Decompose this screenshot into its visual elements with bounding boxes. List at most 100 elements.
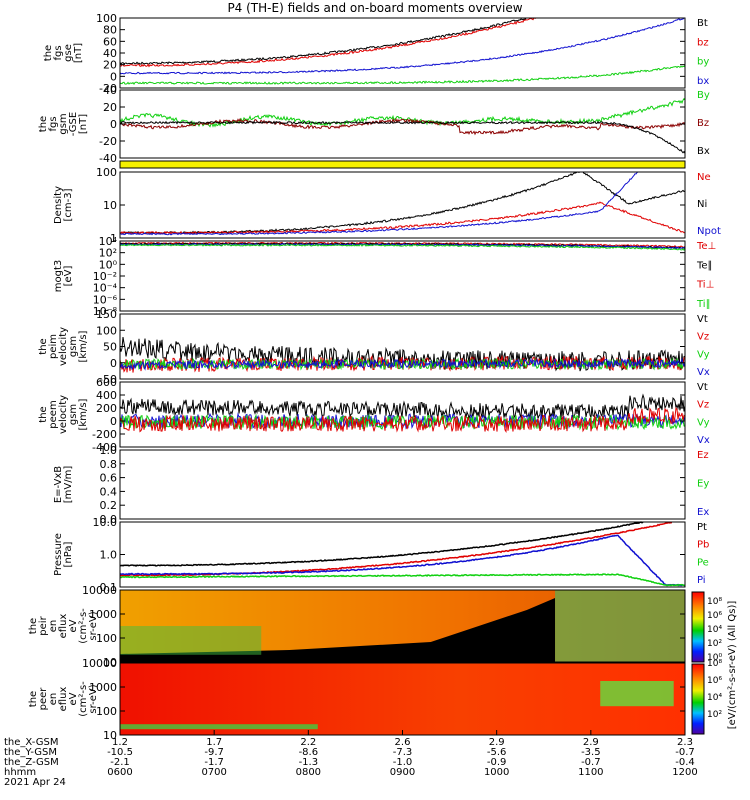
- legend-bt: Bt: [697, 18, 708, 29]
- y-axis-label: [nT]: [73, 43, 84, 63]
- y-axis-label: the: [38, 406, 49, 422]
- legend-vx: Vx: [697, 435, 710, 446]
- y-axis-label: eflux: [58, 687, 69, 712]
- y-tick-label: 40: [103, 47, 117, 60]
- y-tick-label: 10.0: [93, 516, 118, 529]
- x-row-label: the_X-GSM: [4, 737, 58, 748]
- y-axis-label: eflux: [58, 614, 69, 639]
- date-label: 2021 Apr 24: [4, 777, 66, 788]
- legend-pt: Pt: [697, 522, 707, 533]
- panel-frame: [119, 381, 686, 448]
- legend-vt: Vt: [697, 382, 708, 393]
- y-axis-label: velocity: [58, 395, 69, 434]
- x-tick-label: -10.5: [107, 747, 133, 758]
- y-tick-label: -40: [99, 152, 117, 165]
- ion-spectrogram-region: [555, 590, 685, 662]
- panel-frame: [119, 17, 686, 89]
- y-tick-label: 100: [96, 632, 117, 645]
- legend-pi: Pi: [697, 575, 706, 586]
- y-axis-label: [nT]: [78, 114, 89, 134]
- colorbar-tick: 10⁸: [707, 659, 722, 669]
- ni-line: [119, 171, 686, 235]
- y-axis-label: the: [38, 116, 49, 132]
- x-tick-label: -5.6: [487, 747, 507, 758]
- y-axis-label: mogt3: [53, 260, 64, 293]
- y-axis-label: sr-eV): [88, 611, 99, 640]
- x-tick-label: -7.3: [393, 747, 413, 758]
- colorbar-tick: 10⁴: [707, 625, 722, 635]
- y-tick-label: 10000: [82, 584, 117, 597]
- y-axis-label: sr-eV): [88, 684, 99, 713]
- legend-te⊥: Te⊥: [696, 241, 716, 252]
- npot-line: [119, 171, 685, 236]
- colorbar-ions: [691, 591, 705, 663]
- x-tick-label: 2.9: [583, 737, 599, 748]
- y-axis-label: [cm-3]: [63, 188, 74, 221]
- colorbar-electrons: [691, 663, 705, 735]
- legend-vt: Vt: [697, 314, 708, 325]
- x-tick-label: 2.3: [677, 737, 693, 748]
- colorbar-tick: 10⁶: [707, 611, 722, 621]
- legend-ti⊥: Ti⊥: [696, 280, 714, 291]
- x-tick-label: -1.0: [393, 757, 413, 768]
- x-tick-label: 0800: [296, 767, 321, 778]
- vy-e-line: [119, 413, 686, 431]
- y-tick-label: 10⁻²: [93, 270, 117, 283]
- panel-frame: [119, 171, 686, 239]
- panel-frame: [119, 589, 686, 663]
- colorbar-tick: 10⁸: [707, 597, 722, 607]
- by-line: [119, 64, 686, 86]
- colorbar-tick: 10⁴: [707, 693, 722, 703]
- ti-par-line: [119, 243, 686, 251]
- panel-frame: [119, 160, 686, 169]
- electron-spectrogram-region: [600, 681, 674, 707]
- legend-vx: Vx: [697, 367, 710, 378]
- colorbar-tick: 10⁰: [707, 653, 722, 663]
- y-axis-label: -GSE: [68, 112, 79, 136]
- y-tick-label: 10: [103, 199, 117, 212]
- y-tick-label: -200: [92, 428, 117, 441]
- legend-vz: Vz: [697, 332, 709, 343]
- x-tick-label: 2.6: [395, 737, 411, 748]
- y-tick-label: 0.8: [100, 458, 118, 471]
- y-tick-label: 100: [96, 324, 117, 337]
- y-tick-label: 10: [103, 729, 117, 742]
- x-tick-label: 2.9: [489, 737, 505, 748]
- pi-line: [119, 534, 686, 587]
- y-tick-label: 1000: [89, 608, 117, 621]
- legend-ti∥: Ti∥: [696, 299, 711, 310]
- legend-ni: Ni: [697, 199, 707, 210]
- y-axis-label: E=-VxB: [53, 466, 64, 503]
- x-tick-label: 1200: [672, 767, 697, 778]
- y-tick-label: -20: [99, 82, 117, 95]
- y-axis-label: [eV]: [63, 266, 74, 287]
- legend-by: by: [697, 57, 709, 68]
- x-row-label: the_Z-GSM: [4, 757, 59, 768]
- y-tick-label: -20: [99, 135, 117, 148]
- y-tick-label: 10⁻⁶: [93, 293, 118, 306]
- y-tick-label: 0: [110, 415, 117, 428]
- legend-te∥: Te∥: [696, 260, 713, 271]
- x-row-label: hhmm: [4, 767, 36, 778]
- x-tick-label: -3.5: [581, 747, 601, 758]
- y-axis-label: the: [28, 618, 39, 634]
- electron-spectrogram: [120, 663, 685, 735]
- legend-pe: Pe: [697, 557, 709, 568]
- y-axis-label: [km/s]: [78, 330, 89, 362]
- colorbar-label: [eV/(cm²-s-sr-eV) (All Qs)]: [727, 601, 738, 730]
- y-axis-label: fgs: [53, 45, 64, 60]
- legend-by: By: [697, 90, 710, 101]
- y-tick-label: 10⁻⁴: [93, 282, 118, 295]
- panel-frame: [119, 449, 686, 520]
- y-tick-label: 1.0: [100, 549, 118, 562]
- y-tick-label: 100: [96, 12, 117, 25]
- y-tick-label: 20: [103, 101, 117, 114]
- legend-bz: Bz: [697, 118, 709, 129]
- x-tick-label: -2.1: [110, 757, 130, 768]
- y-axis-label: peer: [38, 687, 49, 711]
- electron-spectrogram-band: [120, 724, 318, 730]
- x-tick-label: -1.3: [299, 757, 319, 768]
- legend-ne: Ne: [697, 172, 711, 183]
- ne-line: [119, 201, 686, 235]
- vz-e-line: [119, 406, 686, 434]
